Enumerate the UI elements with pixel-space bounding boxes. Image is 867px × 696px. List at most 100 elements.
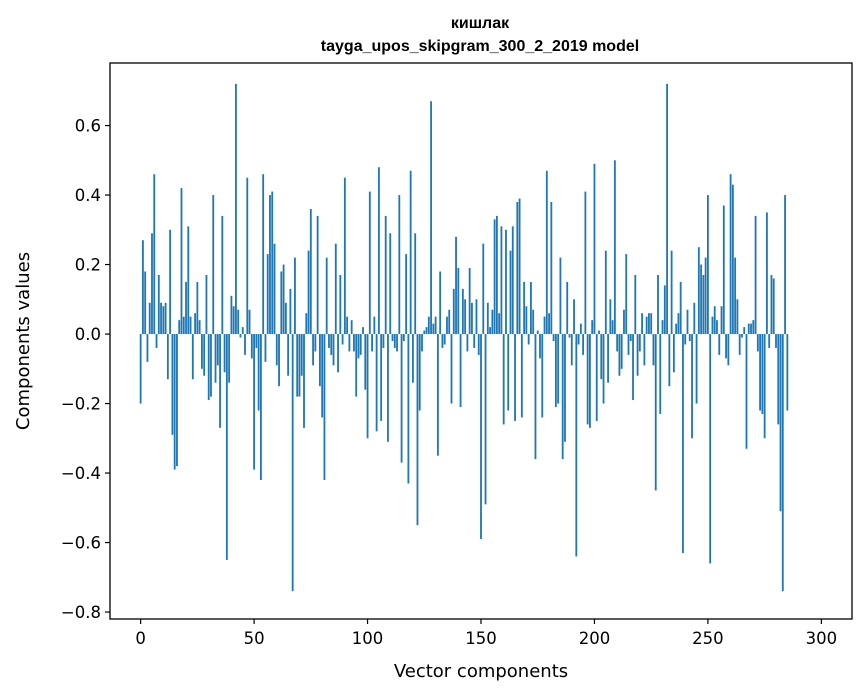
- bar: [511, 226, 514, 335]
- bar: [309, 208, 312, 335]
- bar: [627, 334, 630, 355]
- bar: [480, 334, 482, 540]
- bar: [300, 334, 303, 376]
- bar: [232, 306, 235, 335]
- bar: [303, 334, 305, 428]
- bar: [357, 334, 360, 359]
- bar: [654, 334, 657, 491]
- bar: [203, 334, 206, 376]
- bar: [393, 334, 396, 348]
- bar: [623, 309, 625, 335]
- bar: [405, 254, 408, 335]
- bar: [636, 334, 639, 376]
- bar: [461, 288, 464, 335]
- bar: [464, 299, 467, 335]
- bar: [577, 334, 580, 345]
- bar: [221, 215, 224, 335]
- bar: [495, 215, 498, 335]
- x-tick-label: 250: [692, 629, 724, 648]
- bar: [298, 334, 301, 397]
- y-tick-label: −0.2: [61, 395, 101, 414]
- bar: [473, 334, 476, 348]
- bar: [418, 334, 421, 411]
- bar: [380, 334, 383, 421]
- y-tick-label: 0.6: [75, 117, 101, 136]
- bar: [282, 264, 285, 335]
- bar: [139, 334, 142, 404]
- bar: [278, 334, 280, 387]
- bar: [720, 306, 723, 335]
- bar: [375, 334, 378, 432]
- bar: [146, 334, 149, 362]
- bar: [550, 202, 553, 335]
- bar: [545, 170, 548, 335]
- bar: [382, 334, 385, 348]
- bar: [557, 334, 560, 404]
- bar: [684, 334, 687, 345]
- bar: [330, 334, 333, 355]
- bar: [141, 240, 144, 335]
- bar: [187, 226, 190, 335]
- bar: [355, 334, 358, 397]
- bar: [185, 281, 187, 335]
- bar: [781, 334, 784, 592]
- bar: [257, 334, 260, 411]
- bar: [600, 334, 603, 380]
- bar: [391, 334, 394, 341]
- bar: [359, 334, 362, 355]
- bar: [756, 334, 759, 352]
- bar: [228, 334, 231, 383]
- bar: [425, 327, 428, 335]
- y-tick-label: −0.4: [61, 464, 101, 483]
- plot-frame: [109, 62, 853, 620]
- bar: [759, 334, 762, 411]
- bar: [505, 229, 507, 335]
- bar: [180, 188, 183, 335]
- bar: [611, 320, 614, 335]
- bar: [595, 334, 598, 421]
- bar: [173, 334, 176, 470]
- bar: [736, 299, 739, 335]
- x-tick-label: 100: [352, 629, 384, 648]
- bar: [482, 243, 485, 335]
- bar: [579, 323, 582, 335]
- bar: [441, 334, 444, 348]
- bar: [575, 334, 578, 557]
- bar: [362, 327, 364, 335]
- bar: [314, 334, 317, 352]
- y-tick-label: 0.4: [75, 186, 101, 205]
- y-tick-label: −0.6: [61, 534, 101, 553]
- bar: [466, 334, 469, 352]
- bar: [284, 302, 287, 335]
- bar: [548, 313, 550, 335]
- bar: [604, 250, 607, 335]
- bar: [198, 320, 201, 335]
- bar: [586, 334, 589, 425]
- bar: [688, 334, 691, 341]
- bar: [325, 257, 328, 335]
- bar: [486, 302, 489, 335]
- bar: [743, 327, 746, 335]
- bar: [196, 281, 199, 335]
- bar: [235, 83, 237, 335]
- bar: [670, 250, 673, 335]
- bar: [266, 254, 269, 335]
- bar: [477, 334, 480, 355]
- bar: [225, 334, 228, 560]
- bar: [216, 334, 219, 366]
- bar: [591, 320, 594, 335]
- bar: [427, 316, 430, 335]
- x-tick-label: 150: [465, 629, 497, 648]
- bar: [387, 334, 389, 442]
- bar: [305, 313, 308, 335]
- x-tick-label: 0: [135, 629, 146, 648]
- bar: [237, 309, 240, 335]
- bar: [412, 334, 414, 383]
- y-tick-label: 0.0: [75, 325, 101, 344]
- bar: [523, 281, 526, 335]
- bar: [775, 334, 777, 348]
- bar: [398, 195, 401, 335]
- bar: [525, 306, 528, 335]
- bar: [566, 281, 569, 335]
- bar: [275, 334, 278, 366]
